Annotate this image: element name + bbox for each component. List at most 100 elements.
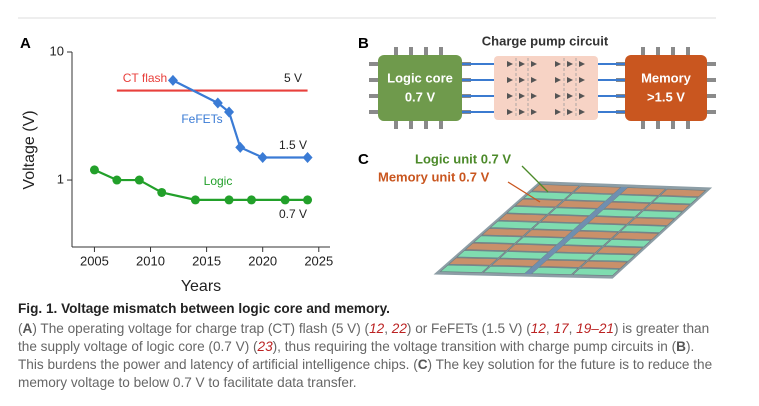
caption-ref[interactable]: 23 — [257, 339, 273, 354]
caption-head: Fig. 1. Voltage mismatch between logic c… — [18, 300, 723, 318]
diode — [531, 93, 537, 99]
figure: A 1 10 2005 2010 2015 2020 2025 Years Voltage (V… — [18, 17, 716, 295]
point — [224, 106, 235, 118]
y-tick-label: 10 — [50, 43, 64, 58]
diode — [579, 77, 585, 83]
diode — [555, 77, 561, 83]
pin — [409, 47, 413, 57]
panel-label: A — [20, 35, 31, 52]
series-line — [172, 79, 308, 159]
caption-text: ). This burdens the power and latency of… — [18, 339, 695, 372]
diode — [567, 77, 573, 83]
x-tick-label: 2015 — [192, 253, 221, 268]
caption-ref[interactable]: 19–21 — [576, 321, 614, 336]
y-tick-label: 1 — [57, 171, 64, 186]
pin — [394, 47, 398, 57]
cell — [448, 257, 498, 266]
diode — [519, 77, 525, 83]
chart-a: 1 10 2005 2010 2015 2020 2025 Years Voltage (V) C… — [21, 43, 333, 295]
point — [224, 195, 234, 205]
logic-voltage: 0.7 V — [405, 89, 436, 104]
cell — [507, 243, 557, 253]
diode — [507, 61, 513, 67]
series-line — [93, 168, 308, 201]
pin — [656, 47, 660, 57]
point — [246, 195, 256, 205]
memory-label: Memory — [641, 70, 692, 85]
cell — [659, 188, 707, 198]
point — [167, 74, 178, 86]
point — [257, 151, 268, 163]
memory — [625, 55, 707, 121]
panel-label: B — [358, 35, 369, 52]
caption-ref[interactable]: 12 — [530, 321, 546, 336]
cell — [573, 185, 622, 195]
cell — [556, 200, 606, 209]
cell — [555, 245, 603, 254]
pin — [686, 119, 690, 129]
cell — [588, 253, 636, 262]
series-label: CT flash — [123, 71, 167, 85]
cell — [464, 242, 515, 251]
memory-arrow — [507, 181, 541, 203]
y-axis-label: Voltage (V) — [21, 110, 38, 189]
diode — [555, 109, 561, 115]
cell — [603, 201, 651, 211]
caption-panel: A — [22, 321, 33, 336]
pin — [656, 119, 660, 129]
cell — [627, 217, 675, 226]
pin — [686, 47, 690, 57]
cell — [580, 260, 628, 269]
cell — [603, 239, 652, 248]
cell — [499, 251, 549, 260]
diode — [507, 77, 513, 83]
cell — [571, 230, 619, 239]
caption-text: ) The operating voltage for charge trap … — [32, 321, 370, 336]
diode — [531, 61, 537, 67]
caption-text: ), thus requiring the voltage transition… — [272, 339, 677, 354]
circuit-title: Charge pump circuit — [482, 33, 609, 48]
cell — [490, 258, 541, 267]
cell — [548, 207, 598, 216]
cell — [587, 216, 635, 225]
cell — [611, 194, 659, 203]
cell — [531, 222, 582, 231]
pin — [409, 119, 413, 129]
logic-unit-label: Logic unit 0.7 V — [415, 151, 511, 166]
panel-label: C — [358, 151, 369, 168]
point — [89, 165, 99, 175]
diode — [519, 93, 525, 99]
x-axis-label: Years — [181, 278, 221, 295]
caption-text: ) or FeFETs (1.5 V) ( — [406, 321, 531, 336]
diode — [567, 93, 573, 99]
caption: Fig. 1. Voltage mismatch between logic c… — [18, 300, 723, 392]
caption-ref[interactable]: 17 — [553, 321, 569, 336]
series-label: Logic — [204, 174, 233, 188]
cell — [564, 192, 614, 202]
x-tick-label: 2010 — [136, 253, 165, 268]
caption-text: , — [384, 321, 392, 336]
bus — [524, 186, 628, 275]
point — [157, 187, 167, 197]
point — [235, 141, 246, 153]
cell — [489, 220, 540, 230]
cell — [538, 259, 587, 268]
cell — [651, 195, 699, 205]
pin — [369, 110, 379, 114]
cell — [439, 264, 490, 273]
point — [302, 151, 313, 163]
pin — [394, 119, 398, 129]
cell — [498, 213, 548, 222]
caption-title: Voltage mismatch between logic core and … — [61, 301, 390, 316]
diode — [567, 109, 573, 115]
logic-arrow — [521, 165, 549, 193]
annotation: 5 V — [284, 71, 302, 85]
memory-voltage: >1.5 V — [647, 89, 685, 104]
cell — [506, 206, 556, 215]
diode — [531, 109, 537, 115]
pin — [369, 62, 379, 66]
caption-ref[interactable]: 12 — [369, 321, 385, 336]
diode — [519, 109, 525, 115]
caption-ref[interactable]: 22 — [391, 321, 407, 336]
